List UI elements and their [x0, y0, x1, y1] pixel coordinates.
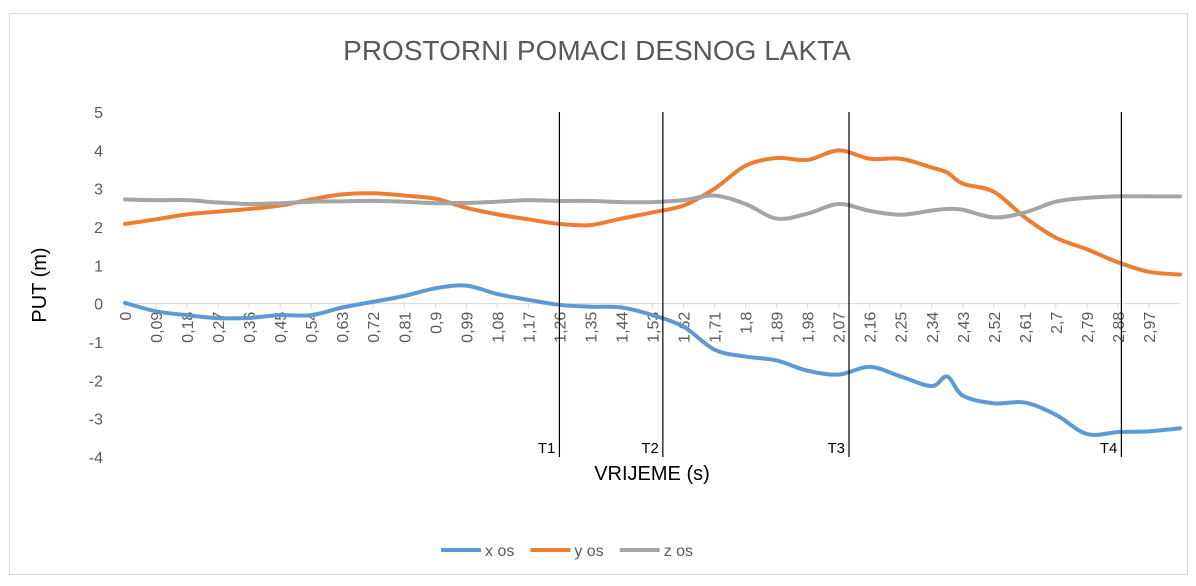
- x-tick-label: 2,61: [1018, 312, 1035, 343]
- x-tick-label: 0,63: [335, 312, 352, 343]
- x-axis-label: VRIJEME (s): [594, 463, 710, 485]
- x-tick-label: 2,16: [863, 312, 880, 343]
- x-tick-label: 2,97: [1142, 312, 1159, 343]
- series-line: [123, 283, 1182, 437]
- x-tick-label: 0,9: [428, 312, 445, 334]
- legend-label: x os: [485, 543, 514, 560]
- y-tick-label: -1: [89, 335, 103, 352]
- y-axis-label: PUT (m): [29, 247, 51, 322]
- x-tick-label: 2,34: [925, 312, 942, 343]
- x-tick-label: 0,99: [459, 312, 476, 343]
- x-tick-label: 1,08: [490, 312, 507, 343]
- x-tick-label: 1,44: [614, 312, 631, 343]
- y-tick-label: 0: [94, 297, 103, 314]
- marker-label: T1: [538, 440, 556, 457]
- y-tick-label: 2: [94, 220, 103, 237]
- x-tick-label: 1,98: [801, 312, 818, 343]
- x-tick-label: 1,35: [583, 312, 600, 343]
- y-tick-label: -3: [89, 412, 103, 429]
- x-tick-label: 2,07: [832, 312, 849, 343]
- x-tick-label: 2,52: [987, 312, 1004, 343]
- x-tick-label: 0,18: [180, 312, 197, 343]
- chart-title: PROSTORNI POMACI DESNOG LAKTA: [343, 35, 851, 66]
- x-tick-label: 1,53: [646, 312, 663, 343]
- y-tick-label: 5: [94, 105, 103, 122]
- y-tick-label: -2: [89, 373, 103, 390]
- x-tick-label: 1,26: [552, 312, 569, 343]
- legend-label: y os: [574, 543, 603, 560]
- x-tick-label: 2,79: [1080, 312, 1097, 343]
- x-tick-label: 2,43: [956, 312, 973, 343]
- y-tick-label: -4: [89, 450, 103, 467]
- x-tick-label: 1,17: [521, 312, 538, 343]
- x-tick-label: 1,89: [770, 312, 787, 343]
- chart-frame: [9, 13, 1188, 575]
- x-tick-label: 2,7: [1049, 312, 1066, 334]
- x-tick-label: 1,8: [739, 312, 756, 334]
- series-line: [123, 193, 1182, 221]
- legend-label: z os: [664, 543, 693, 560]
- marker-label: T4: [1100, 440, 1118, 457]
- legend-item: z os: [619, 543, 693, 560]
- x-tick-label: 0: [118, 312, 135, 321]
- x-tick-label: 1,71: [708, 312, 725, 343]
- x-tick-label: 2,88: [1111, 312, 1128, 343]
- y-tick-label: 4: [94, 143, 103, 160]
- x-tick-label: 0,45: [273, 312, 290, 343]
- x-tick-label: 0,54: [304, 312, 321, 343]
- y-tick-label: 1: [94, 258, 103, 275]
- x-tick-label: 0,72: [366, 312, 383, 343]
- x-tick-label: 0,09: [149, 312, 166, 343]
- legend-item: y os: [530, 543, 604, 560]
- marker-label: T3: [828, 440, 846, 457]
- x-tick-label: 0,81: [397, 312, 414, 343]
- marker-label: T2: [641, 440, 659, 457]
- y-tick-label: 3: [94, 182, 103, 199]
- x-tick-label: 2,25: [894, 312, 911, 343]
- legend-item: x os: [441, 543, 514, 560]
